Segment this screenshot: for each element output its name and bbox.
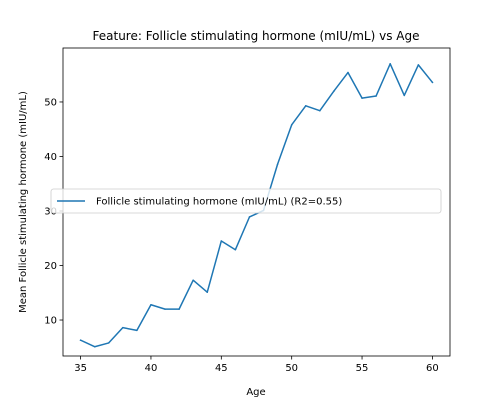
data-point	[234, 248, 237, 251]
x-tick-label: 60	[426, 363, 439, 374]
x-tick-label: 40	[145, 363, 158, 374]
data-point	[305, 105, 307, 107]
data-point	[136, 329, 138, 332]
data-point	[93, 345, 96, 348]
y-tick-label: 10	[44, 316, 57, 327]
data-point	[417, 64, 420, 66]
y-axis-label: Mean Follicle stimulating hormone (mIU/m…	[18, 91, 29, 313]
data-point	[333, 90, 335, 92]
data-point	[375, 95, 377, 97]
data-point	[361, 97, 363, 99]
legend-box	[50, 188, 442, 214]
data-point	[290, 124, 293, 126]
x-axis-label: Age	[246, 387, 265, 398]
data-point	[79, 339, 82, 341]
data-point	[248, 216, 251, 218]
data-point	[347, 71, 349, 74]
data-point	[220, 240, 223, 242]
data-point	[431, 81, 434, 84]
data-point	[178, 308, 180, 310]
x-tick-label: 50	[285, 363, 298, 374]
data-point	[150, 304, 152, 306]
x-tick-label: 35	[74, 363, 87, 374]
data-point	[206, 291, 208, 293]
x-tick-label: 55	[356, 363, 369, 374]
data-point	[276, 163, 279, 165]
y-tick-label: 30	[44, 206, 57, 217]
chart-title: Feature: Follicle stimulating hormone (m…	[93, 29, 420, 43]
y-tick-label: 20	[44, 261, 57, 272]
y-tick-label: 50	[44, 97, 57, 108]
data-point	[164, 308, 166, 310]
y-tick-label: 40	[44, 152, 57, 163]
data-point	[319, 109, 321, 112]
x-tick-label: 45	[215, 363, 228, 374]
data-point	[107, 342, 110, 344]
legend-label: Follicle stimulating hormone (mIU/mL) (R…	[96, 197, 342, 208]
series-line	[79, 63, 434, 348]
data-point	[122, 326, 124, 329]
data-point	[403, 94, 406, 97]
legend: Follicle stimulating hormone (mIU/mL) (R…	[50, 188, 442, 214]
data-point	[192, 279, 194, 281]
data-point	[389, 63, 391, 65]
